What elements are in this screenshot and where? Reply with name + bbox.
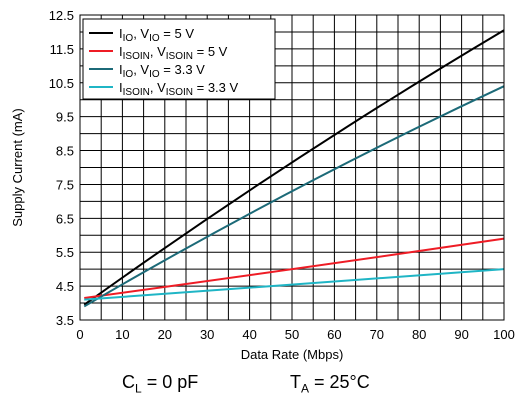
- x-tick-label: 70: [370, 327, 384, 342]
- y-axis-label: Supply Current (mA): [10, 108, 25, 226]
- x-tick-label: 10: [115, 327, 129, 342]
- series-line-2: [84, 237, 505, 299]
- y-tick-label: 7.5: [56, 177, 74, 192]
- y-tick-label: 8.5: [56, 144, 74, 159]
- x-tick-label: 0: [76, 327, 83, 342]
- y-tick-label: 6.5: [56, 211, 74, 226]
- x-tick-label: 80: [412, 327, 426, 342]
- y-tick-label: 11.5: [50, 42, 74, 57]
- x-tick-label: 100: [493, 327, 515, 342]
- y-tick-label: 9.5: [56, 110, 74, 125]
- series-line-1: [83, 29, 505, 306]
- series-lines: [83, 29, 505, 308]
- supply-current-chart: 0 10 20 30 40 50 60 70 80 90 100 3.5 4.5 5.5 6.5 7.5 8.5…: [10, 8, 515, 362]
- temperature-condition: TA = 25°C: [290, 372, 370, 396]
- legend-entry: IISOIN, VISOIN = 5 V: [119, 44, 228, 62]
- x-tick-label: 90: [454, 327, 468, 342]
- y-tick-label: 3.5: [56, 313, 74, 328]
- y-tick-label: 10.5: [49, 76, 74, 91]
- x-tick-label: 60: [327, 327, 341, 342]
- y-tick-label: 5.5: [56, 245, 74, 260]
- x-axis-label: Data Rate (Mbps): [241, 347, 344, 362]
- tick-labels: 0 10 20 30 40 50 60 70 80 90 100 3.5 4.5 5.5 6.5 7.5 8.5…: [49, 8, 515, 342]
- x-tick-label: 30: [200, 327, 214, 342]
- x-tick-label: 40: [242, 327, 256, 342]
- y-tick-label: 12.5: [49, 8, 74, 23]
- legend-box: [82, 18, 276, 100]
- legend-entry: IIO, VIO = 5 V: [119, 26, 194, 44]
- legend-entry: IIO, VIO = 3.3 V: [119, 62, 205, 80]
- load-capacitance-condition: CL = 0 pF: [122, 372, 199, 396]
- series-line-3: [83, 85, 505, 308]
- legend-entry: IISOIN, VISOIN = 3.3 V: [119, 80, 238, 98]
- x-tick-label: 50: [285, 327, 299, 342]
- plot-frame: [79, 14, 505, 321]
- y-tick-label: 4.5: [56, 279, 74, 294]
- x-tick-label: 20: [158, 327, 172, 342]
- series-line-4: [84, 268, 505, 301]
